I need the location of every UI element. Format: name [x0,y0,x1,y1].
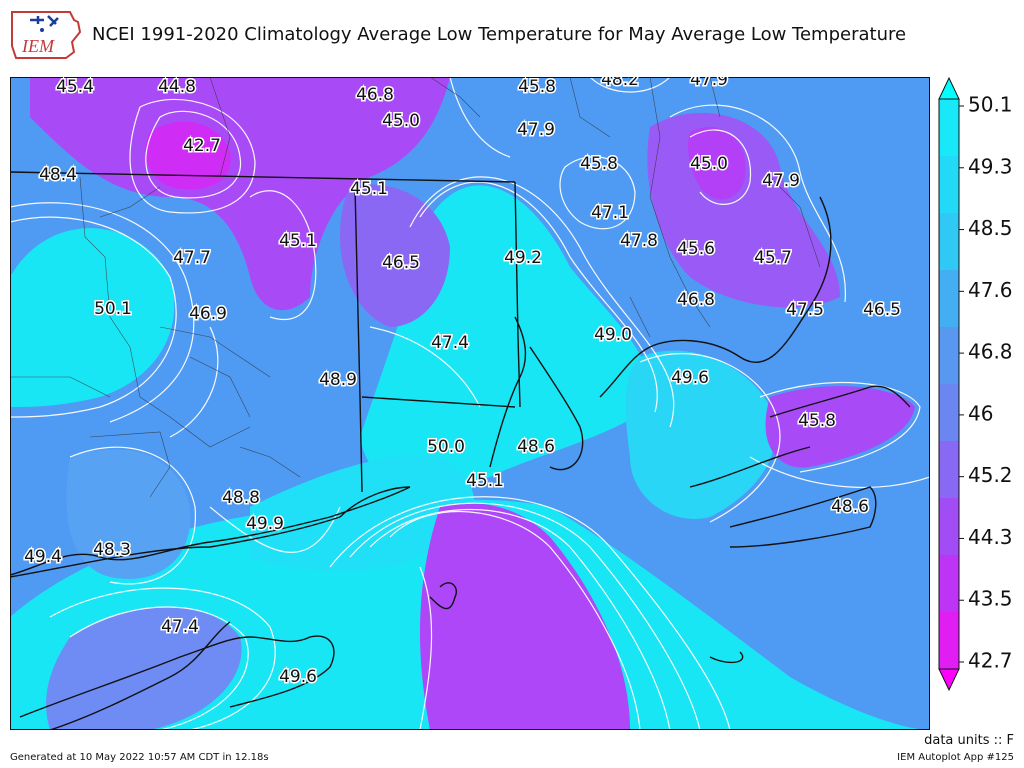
contour-label: 45.1 [279,231,317,251]
blue-region-sw [66,449,191,579]
contour-lines [10,77,930,730]
generated-timestamp: Generated at 10 May 2022 10:57 AM CDT in… [10,752,269,763]
contour-label: 50.0 [427,437,465,457]
contour-label: 45.8 [580,154,618,174]
county-lines [10,77,821,498]
purple-region-north [30,77,450,311]
colorbar-band [939,555,959,613]
purple-region-nw-core [145,121,231,190]
contour-label: 45.4 [56,77,94,97]
contour-label: 48.3 [93,540,131,560]
contour-label: 46.5 [863,300,901,320]
contour-label: 46.8 [677,290,715,310]
colorbar-band [939,156,959,214]
colorbar-tick-label: 48.5 [968,216,1013,240]
colorbar-band [939,327,959,385]
contour-label: 47.7 [173,248,211,268]
logo-dot-icon [40,28,44,32]
contour-label: 48.6 [517,437,555,457]
contour-label: 47.1 [591,203,629,223]
colorbar-tick-label: 43.5 [968,587,1013,611]
contour-label: 45.7 [754,248,792,268]
contour-label: 45.0 [382,111,420,131]
colorbar-tick-label: 45.2 [968,463,1013,487]
colorbar-tick-label: 49.3 [968,154,1013,178]
purple-region-ne-core [688,127,746,200]
contour-label: 47.9 [690,77,728,90]
page-title: NCEI 1991-2020 Climatology Average Low T… [92,24,907,45]
app-label: IEM Autoplot App #125 [897,752,1014,763]
contour-label: 47.5 [786,300,824,320]
colorbar-tick-label: 46 [968,401,993,425]
contour-label: 45.1 [350,179,388,199]
colorbar-tick-label: 50.1 [968,93,1013,117]
contour-label: 50.1 [94,299,132,319]
contour-label: 45.8 [798,411,836,431]
units-label: data units :: F [924,733,1014,748]
cyan-region-ri-coast [250,455,474,571]
colorbar: 50.1 49.3 48.5 47.6 46.8 46 45.2 44.3 43.5 42.7 [938,77,1013,691]
contour-label: 47.9 [517,120,555,140]
blue-region-long-island [46,607,242,730]
contour-label: 49.6 [671,368,709,388]
contour-label: 48.2 [601,77,639,90]
colorbar-band [939,270,959,328]
climatology-map: 45.4 44.8 46.8 45.8 48.2 47.9 45.0 47.9 … [10,77,930,730]
contour-label: 47.8 [620,231,658,251]
contour-label: 49.6 [279,667,317,687]
colorbar-bands [939,99,959,670]
contour-label: 48.6 [831,497,869,517]
contour-label: 45.1 [466,471,504,491]
colorbar-tick-label: 46.8 [968,340,1013,364]
contour-label: 47.4 [161,617,199,637]
purple-region-south [420,503,630,730]
contour-label: 49.4 [24,547,62,567]
colorbar-band [939,384,959,442]
colorbar-ticks: 50.1 49.3 48.5 47.6 46.8 46 45.2 44.3 43.5 42.7 [959,93,1013,673]
iem-logo: IEM [11,11,82,59]
contour-label: 42.7 [183,136,221,156]
contour-label: 44.8 [158,77,196,97]
logo-text: IEM [21,36,55,56]
contour-labels: 45.4 44.8 46.8 45.8 48.2 47.9 45.0 47.9 … [23,77,903,689]
boundaries [10,171,911,730]
colorbar-tick-label: 44.3 [968,525,1013,549]
contour-label: 47.4 [431,333,469,353]
contour-label: 45.6 [677,239,715,259]
contour-label: 45.0 [690,154,728,174]
contour-label: 48.9 [319,370,357,390]
colorbar-band [939,441,959,499]
contour-label: 47.9 [762,171,800,191]
colorbar-band [939,99,959,157]
contour-label: 48.8 [222,488,260,508]
contour-label: 46.9 [189,304,227,324]
contour-label: 46.8 [356,85,394,105]
contour-label: 49.9 [246,514,284,534]
contour-label: 45.8 [518,77,556,97]
colorbar-tick-label: 47.6 [968,278,1013,302]
colorbar-bottom-arrow [938,668,960,691]
contour-label: 48.4 [39,165,77,185]
purple-region-center [340,184,450,327]
colorbar-top-arrow [938,77,960,100]
colorbar-band [939,498,959,556]
contour-label: 46.5 [382,253,420,273]
colorbar-band [939,213,959,271]
colorbar-tick-label: 42.7 [968,649,1013,673]
contour-label: 49.0 [594,325,632,345]
contour-label: 49.2 [504,248,542,268]
cyan-region-buzzards [625,350,776,519]
colorbar-band [939,612,959,670]
